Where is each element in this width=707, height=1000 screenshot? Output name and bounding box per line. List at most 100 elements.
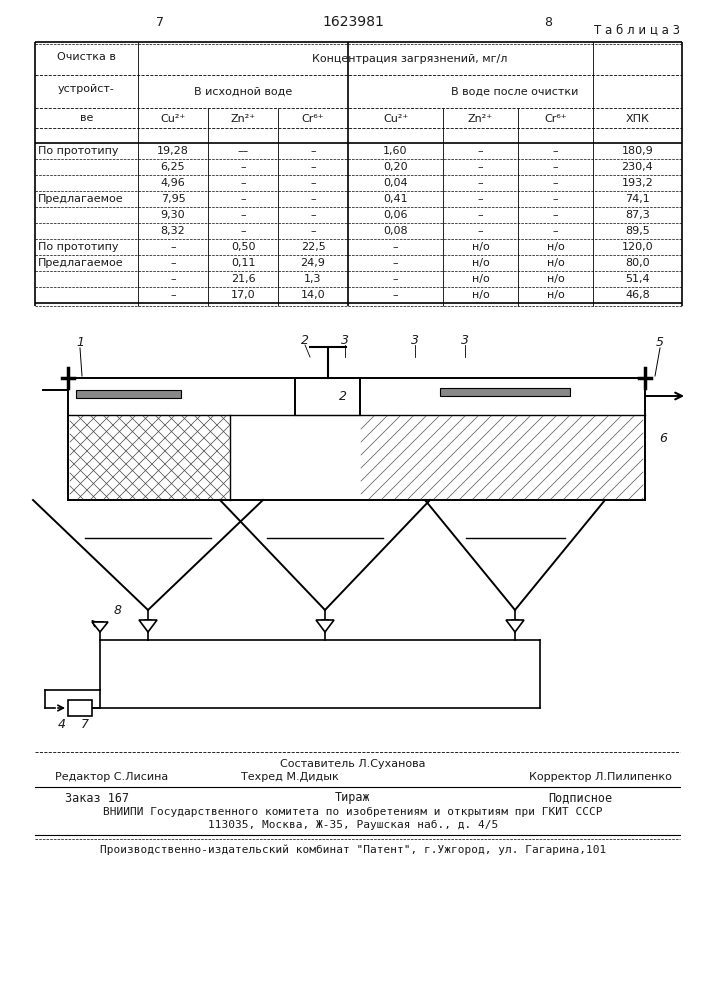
Text: Концентрация загрязнений, мг/л: Концентрация загрязнений, мг/л — [312, 53, 508, 64]
Text: –: – — [240, 210, 246, 220]
Text: –: – — [170, 242, 176, 252]
Text: –: – — [310, 210, 316, 220]
Text: Zn²⁺: Zn²⁺ — [468, 114, 493, 124]
Text: 7,95: 7,95 — [160, 194, 185, 204]
Text: Очистка в: Очистка в — [57, 51, 116, 62]
Text: 89,5: 89,5 — [625, 226, 650, 236]
Text: 8: 8 — [544, 15, 552, 28]
Text: –: – — [553, 162, 559, 172]
Polygon shape — [316, 620, 334, 632]
Text: 9,30: 9,30 — [160, 210, 185, 220]
Text: –: – — [392, 242, 398, 252]
Text: ве: ве — [80, 113, 93, 123]
Text: –: – — [310, 226, 316, 236]
Text: 0,20: 0,20 — [383, 162, 408, 172]
Text: 19,28: 19,28 — [157, 146, 189, 156]
Text: 24,9: 24,9 — [300, 258, 325, 268]
Text: –: – — [392, 290, 398, 300]
Text: –: – — [392, 258, 398, 268]
Text: 21,6: 21,6 — [230, 274, 255, 284]
Text: Составитель Л.Суханова: Составитель Л.Суханова — [280, 759, 426, 769]
Text: –: – — [478, 210, 484, 220]
Text: –: – — [553, 146, 559, 156]
Polygon shape — [139, 620, 157, 632]
Text: 1,3: 1,3 — [304, 274, 322, 284]
Text: –: – — [310, 162, 316, 172]
Text: –: – — [240, 178, 246, 188]
Text: ХПК: ХПК — [626, 114, 650, 124]
Text: 0,06: 0,06 — [383, 210, 408, 220]
Text: 3: 3 — [461, 334, 469, 347]
Text: 7: 7 — [156, 15, 164, 28]
Text: 4: 4 — [58, 718, 66, 730]
Text: –: – — [478, 178, 484, 188]
Text: 6,25: 6,25 — [160, 162, 185, 172]
Text: н/о: н/о — [472, 258, 489, 268]
Text: 193,2: 193,2 — [621, 178, 653, 188]
Bar — [440, 388, 570, 396]
Text: 2: 2 — [339, 389, 346, 402]
Text: 8: 8 — [114, 603, 122, 616]
Polygon shape — [506, 620, 524, 632]
Text: Корректор Л.Пилипенко: Корректор Л.Пилипенко — [529, 772, 672, 782]
Text: Техред М.Дидык: Техред М.Дидык — [241, 772, 339, 782]
Text: Заказ 167: Заказ 167 — [65, 792, 129, 804]
Text: 46,8: 46,8 — [625, 290, 650, 300]
Text: н/о: н/о — [472, 242, 489, 252]
Text: н/о: н/о — [547, 258, 564, 268]
Text: 5: 5 — [656, 336, 664, 350]
Text: 3: 3 — [411, 334, 419, 347]
Text: По прототипу: По прототипу — [38, 242, 119, 252]
Text: –: – — [553, 210, 559, 220]
Text: 2: 2 — [301, 334, 309, 347]
Text: 0,11: 0,11 — [230, 258, 255, 268]
Text: Cr⁶⁺: Cr⁶⁺ — [302, 114, 325, 124]
Text: н/о: н/о — [472, 290, 489, 300]
Text: Zn²⁺: Zn²⁺ — [230, 114, 255, 124]
Text: ––: –– — [238, 146, 249, 156]
Text: –: – — [170, 290, 176, 300]
Text: –: – — [478, 162, 484, 172]
Text: н/о: н/о — [547, 242, 564, 252]
Text: н/о: н/о — [472, 274, 489, 284]
Text: Предлагаемое: Предлагаемое — [38, 194, 124, 204]
Text: В исходной воде: В исходной воде — [194, 87, 292, 97]
Text: –: – — [478, 226, 484, 236]
Text: 7: 7 — [81, 718, 89, 730]
Text: 22,5: 22,5 — [300, 242, 325, 252]
Text: –: – — [478, 194, 484, 204]
Text: 14,0: 14,0 — [300, 290, 325, 300]
Text: Производственно-издательский комбинат "Патент", г.Ужгород, ул. Гагарина,101: Производственно-издательский комбинат "П… — [100, 845, 606, 855]
Bar — [68, 700, 92, 716]
Text: устройст-: устройст- — [58, 84, 115, 94]
Text: –: – — [240, 162, 246, 172]
Text: 80,0: 80,0 — [625, 258, 650, 268]
Text: –: – — [170, 258, 176, 268]
Text: 0,08: 0,08 — [383, 226, 408, 236]
Text: н/о: н/о — [547, 290, 564, 300]
Text: 1: 1 — [76, 336, 84, 350]
Text: По прототипу: По прототипу — [38, 146, 119, 156]
Text: 0,04: 0,04 — [383, 178, 408, 188]
Text: –: – — [553, 194, 559, 204]
Text: н/о: н/о — [547, 274, 564, 284]
Text: 1623981: 1623981 — [322, 15, 384, 29]
Text: 3: 3 — [341, 334, 349, 347]
Text: Cr⁶⁺: Cr⁶⁺ — [544, 114, 567, 124]
Text: В воде после очистки: В воде после очистки — [451, 87, 579, 97]
Text: Редактор С.Лисина: Редактор С.Лисина — [55, 772, 168, 782]
Polygon shape — [92, 622, 108, 632]
Text: Cu²⁺: Cu²⁺ — [160, 114, 186, 124]
Text: Подписное: Подписное — [548, 792, 612, 804]
Text: 180,9: 180,9 — [621, 146, 653, 156]
Text: –: – — [310, 178, 316, 188]
Text: 74,1: 74,1 — [625, 194, 650, 204]
Text: Т а б л и ц а 3: Т а б л и ц а 3 — [594, 23, 680, 36]
Text: –: – — [310, 194, 316, 204]
Text: Предлагаемое: Предлагаемое — [38, 258, 124, 268]
Text: –: – — [170, 274, 176, 284]
Text: 17,0: 17,0 — [230, 290, 255, 300]
Text: –: – — [553, 226, 559, 236]
Text: –: – — [240, 194, 246, 204]
Text: –: – — [310, 146, 316, 156]
